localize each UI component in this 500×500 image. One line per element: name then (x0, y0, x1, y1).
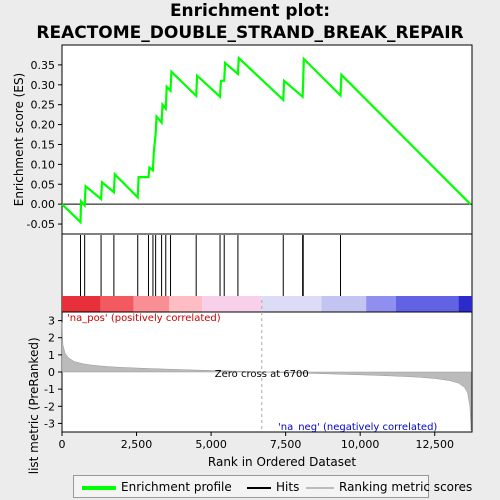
es-ytick-label: 0.30 (31, 79, 56, 92)
es-ytick-label: 0.35 (31, 59, 56, 72)
rank-ytick-label: -1 (44, 383, 55, 396)
es-ytick-label: 0.20 (31, 119, 56, 132)
rank-heatmap-segment (458, 296, 472, 312)
chart-title: Enrichment plot: REACTOME_DOUBLE_STRAND_… (0, 0, 500, 44)
es-ylabel: Enrichment score (ES) (12, 73, 26, 206)
x-tick-label: 7,500 (270, 438, 302, 451)
x-tick-label: 2,500 (121, 438, 153, 451)
es-plot-area (61, 44, 473, 235)
x-tick-label: 10,000 (341, 438, 380, 451)
enrichment-plot: -0.05 0.00 0.05 0.10 0.15 0.20 0.25 0.30 0.35 Enr… (12, 44, 473, 475)
legend-ranking-label: Ranking metric scores (339, 480, 473, 494)
rank-heatmap-segment (321, 296, 367, 312)
legend-black-line-icon (247, 486, 271, 489)
rank-heatmap-segment (395, 296, 459, 312)
rank-ylabel: Ranked list metric (PreRanked) (27, 337, 41, 475)
zero-cross-label: Zero cross at 6700 (215, 369, 309, 380)
legend-hits-label: Hits (276, 480, 300, 494)
x-axis-label: Rank in Ordered Dataset (208, 455, 356, 469)
rank-heatmap-segment (202, 296, 262, 312)
rank-heatmap-segment (169, 296, 203, 312)
rank-heatmap-segment (133, 296, 170, 312)
legend: Enrichment profile Hits Ranking metric s… (73, 475, 472, 498)
enrichment-profile-line (61, 55, 472, 225)
es-ytick-label: 0.05 (31, 178, 56, 191)
es-ytick-label: -0.05 (27, 218, 55, 231)
chart-title-line2: REACTOME_DOUBLE_STRAND_BREAK_REPAIR (36, 23, 464, 43)
legend-item-hits: Hits (247, 480, 299, 494)
legend-green-line-icon (82, 485, 116, 490)
chart-title-line1: Enrichment plot: (169, 1, 331, 21)
rank-ytick-label: 2 (48, 332, 55, 345)
rank-ytick-label: 1 (48, 349, 55, 362)
es-panel: -0.05 0.00 0.05 0.10 0.15 0.20 0.25 0.30 0.35 Enr… (12, 44, 473, 235)
rank-ytick-label: -3 (44, 417, 55, 430)
x-tick-label: 12,500 (415, 438, 454, 451)
x-tick-label: 0 (59, 438, 66, 451)
x-axis: 0 2,500 5,000 7,500 10,000 12,500 Rank in Orde… (59, 432, 454, 469)
legend-item-enrichment: Enrichment profile (82, 480, 232, 494)
es-ytick-label: 0.10 (31, 158, 56, 171)
legend-enrichment-label: Enrichment profile (121, 480, 232, 494)
es-ytick-label: 0.25 (31, 99, 56, 112)
ranking-metric-area (61, 322, 472, 431)
rank-ytick-label: -2 (44, 400, 55, 413)
pos-correlation-label: 'na_pos' (positively correlated) (67, 313, 221, 324)
rank-heatmap-segment (366, 296, 396, 312)
legend-gray-line-icon (306, 486, 334, 489)
es-ytick-label: 0.15 (31, 138, 56, 151)
neg-correlation-label: 'na_neg' (negatively correlated) (278, 422, 437, 433)
legend-item-ranking: Ranking metric scores (306, 480, 472, 494)
x-tick-label: 5,000 (195, 438, 227, 451)
rank-heatmap-segment (261, 296, 322, 312)
rank-ytick-label: 0 (48, 366, 55, 379)
es-ytick-label: 0.00 (31, 198, 56, 211)
hits-panel (61, 233, 473, 313)
ranking-metric-panel: -3 -2 -1 0 1 2 3 Zero cross at 6700 'na_pos' (po… (27, 300, 473, 475)
rank-heatmap-segment (62, 296, 101, 312)
rank-heatmap-segment (100, 296, 134, 312)
rank-ytick-label: 3 (48, 315, 55, 328)
